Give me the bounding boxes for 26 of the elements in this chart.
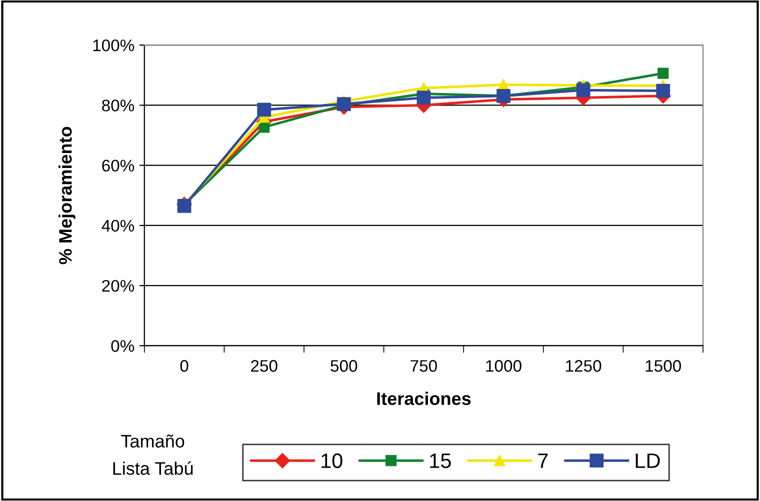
x-tick-label: 1000	[486, 360, 522, 372]
legend-label: 15	[430, 454, 451, 468]
point	[658, 68, 669, 79]
x-tick-label: 1500	[646, 360, 681, 372]
x-tick-label: 1250	[566, 360, 602, 372]
y-tick-label: 100%	[93, 39, 134, 52]
legend-label: 10	[322, 453, 342, 468]
y-tick-label: 40%	[102, 220, 134, 232]
y-axis-title: % Mejoramiento	[58, 126, 76, 264]
point	[576, 83, 590, 98]
x-tick-label: 500	[330, 360, 358, 372]
point	[656, 84, 670, 98]
legend-label: LD	[636, 454, 660, 468]
x-tick-label: 750	[410, 360, 437, 372]
point	[416, 90, 431, 105]
y-tick-label: 60%	[102, 160, 134, 172]
legend-title: Tamaño Lista Tabú	[113, 434, 193, 475]
x-tick-label: 250	[251, 360, 278, 372]
y-tick-label: 0%	[111, 340, 134, 352]
point	[257, 102, 272, 117]
x-axis-title: Iteraciones	[377, 392, 471, 406]
x-tick-label: 0	[180, 360, 188, 372]
point	[336, 97, 351, 111]
y-tick-label: 20%	[102, 280, 134, 292]
legend-label: 7	[538, 454, 548, 468]
y-tick-label: 80%	[102, 100, 134, 112]
